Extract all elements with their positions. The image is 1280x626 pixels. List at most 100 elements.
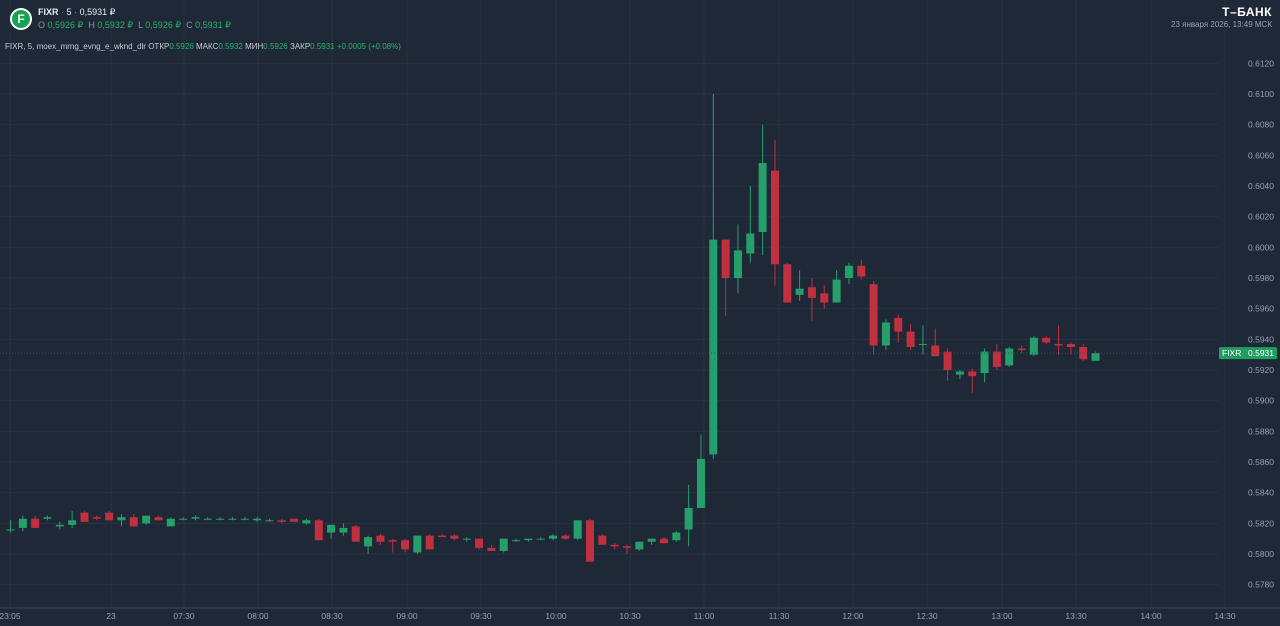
candle-body (31, 518, 40, 528)
candle-body (117, 517, 126, 521)
candle-body (894, 317, 903, 332)
candle (536, 537, 545, 541)
candle-body (55, 524, 64, 527)
candle (918, 325, 927, 355)
candle-body (216, 518, 225, 520)
candle-body (154, 517, 163, 521)
candle (598, 534, 607, 545)
candle-body (240, 518, 249, 520)
candle-body (931, 345, 940, 357)
candle-body (450, 535, 459, 539)
candle-body (462, 538, 471, 540)
candle-body (80, 512, 89, 522)
candle-body (659, 538, 668, 544)
y-tick-label: 0.5840 (1248, 488, 1274, 498)
candle-body (869, 284, 878, 346)
candle-body (1091, 353, 1100, 361)
candle (240, 517, 249, 521)
study-open-value: 0.5926 (169, 42, 194, 51)
study-name: FIXR, 5, moex_mrng_evng_e_wknd_dlr (5, 42, 146, 51)
candle (807, 278, 816, 321)
y-tick-label: 0.6040 (1248, 181, 1274, 191)
ohlc-open-value: 0,5926 ₽ (47, 20, 84, 30)
candle (475, 538, 484, 550)
candle-body (314, 520, 323, 541)
candle (512, 538, 521, 542)
candle-body (364, 537, 373, 547)
candle (55, 521, 64, 530)
candle-body (487, 547, 496, 551)
candle-body (105, 512, 114, 521)
candle-body (992, 351, 1001, 367)
candle-body (672, 532, 681, 541)
candle (659, 537, 668, 544)
candle-body (1029, 337, 1038, 355)
candle (733, 224, 742, 294)
candle (894, 314, 903, 343)
study-close-label: ЗАКР (289, 42, 311, 51)
candle-body (129, 517, 138, 527)
candle (820, 285, 829, 309)
candle (438, 534, 447, 538)
candle (549, 534, 558, 541)
candle (401, 538, 410, 553)
candle (388, 538, 397, 553)
candle (43, 515, 52, 521)
interval-label[interactable]: 5 (66, 7, 72, 17)
candle-body (166, 518, 175, 527)
candle (68, 511, 77, 528)
x-tick-label: 14:30 (1214, 611, 1236, 621)
candle (339, 523, 348, 536)
candle (881, 319, 890, 351)
candle-body (770, 170, 779, 265)
candle (179, 517, 188, 521)
candle (647, 538, 656, 545)
candle-body (623, 546, 631, 548)
study-high-label: МАКС (196, 42, 219, 51)
y-tick-label: 0.5920 (1248, 365, 1274, 375)
candle-body (955, 371, 964, 375)
candle-body (339, 527, 348, 533)
candle-body (906, 331, 915, 347)
ticker-label[interactable]: FIXR (38, 7, 59, 17)
candle-body (832, 279, 841, 303)
candle-body (302, 520, 311, 524)
candle-body (142, 515, 151, 524)
candle (795, 270, 804, 301)
study-legend[interactable]: FIXR, 5, moex_mrng_evng_e_wknd_dlr ОТКР0… (5, 42, 401, 51)
x-tick-label: 13:00 (991, 611, 1013, 621)
ohlc-low-value: 0,5926 ₽ (145, 20, 182, 30)
candle (18, 515, 27, 531)
candle (832, 270, 841, 303)
x-tick-label: 23 (106, 611, 116, 621)
candle-body (881, 322, 890, 346)
y-tick-label: 0.5980 (1248, 273, 1274, 283)
candle (228, 517, 237, 521)
y-tick-label: 0.5940 (1248, 334, 1274, 344)
y-tick-label: 0.5780 (1248, 580, 1274, 590)
ohlc-close-value: 0,5931 ₽ (195, 20, 231, 30)
candle (80, 511, 89, 522)
x-tick-label: 10:00 (545, 611, 567, 621)
candle (844, 262, 853, 285)
candle-body (203, 518, 212, 520)
x-tick-label: 09:00 (396, 611, 418, 621)
ohlc-open-label: O (38, 20, 46, 30)
candle-body (647, 538, 656, 542)
candle-body (733, 250, 742, 278)
candle-body (1017, 348, 1026, 351)
candle-body (524, 538, 533, 541)
candle-body (549, 535, 558, 539)
ohlc-high-value: 0,5932 ₽ (97, 20, 134, 30)
study-change: +0.0005 (+0.08%) (336, 42, 401, 51)
candle-body (918, 343, 927, 345)
y-tick-label: 0.5880 (1248, 426, 1274, 436)
candle-body (561, 535, 570, 539)
candle (1042, 336, 1051, 344)
candle (906, 324, 915, 351)
candle (31, 515, 40, 528)
candle-body (1066, 343, 1075, 347)
candle (1029, 336, 1038, 357)
candle (1005, 347, 1014, 367)
